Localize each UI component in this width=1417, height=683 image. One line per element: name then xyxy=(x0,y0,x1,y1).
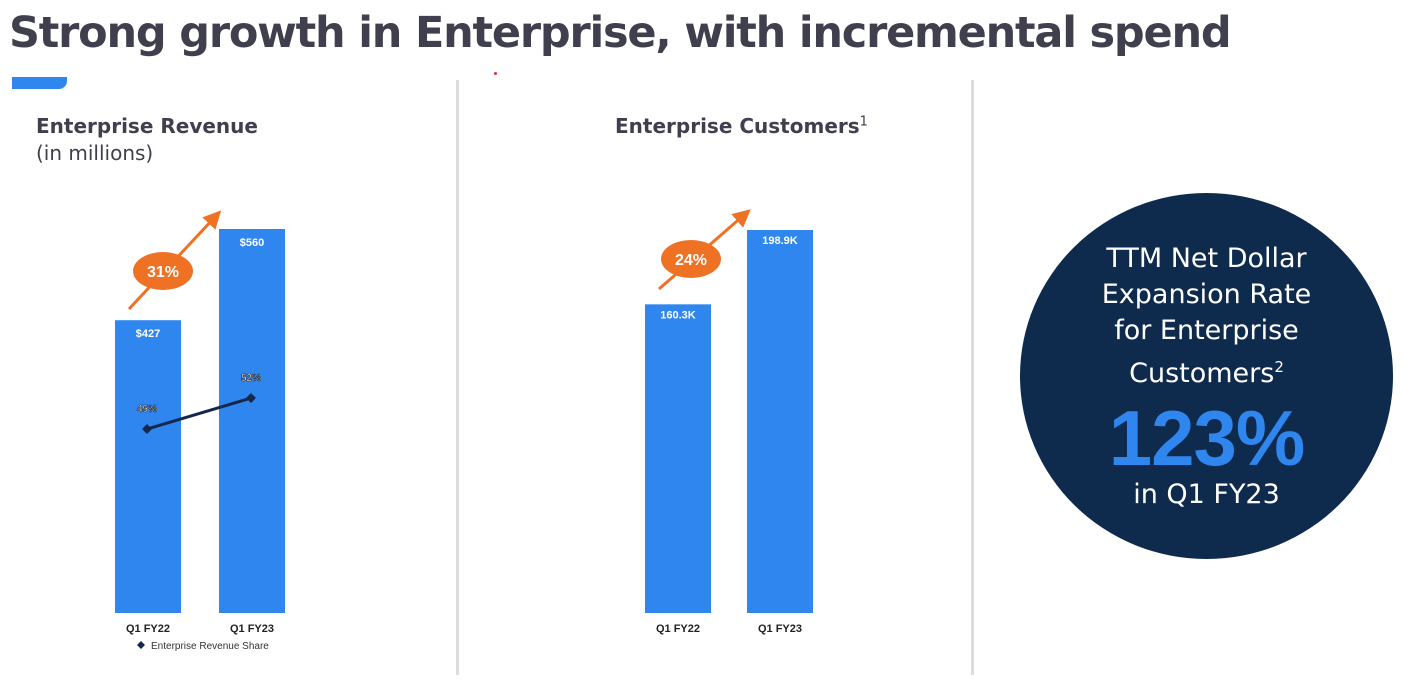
revenue-bar-label: $427 xyxy=(136,328,160,340)
customers-growth-label: 24% xyxy=(675,252,707,269)
customers-bar-label: 160.3K xyxy=(660,309,696,321)
revenue-share-point xyxy=(246,393,256,403)
revenue-chart-title: Enterprise Revenue xyxy=(36,114,258,138)
panel-divider-left xyxy=(456,80,459,675)
revenue-growth-label: 31% xyxy=(147,264,179,281)
revenue-share-label: 52% xyxy=(241,373,261,384)
customers-growth-badge xyxy=(661,240,721,278)
customers-category-label: Q1 FY22 xyxy=(656,623,700,635)
title-accent-bar xyxy=(12,77,67,89)
ndr-line-1: TTM Net Dollar xyxy=(1106,243,1307,274)
accent-dot xyxy=(494,72,497,75)
revenue-bar-label: $560 xyxy=(240,237,264,249)
page-title: Strong growth in Enterprise, with increm… xyxy=(9,8,1232,58)
customers-footnote-marker: 1 xyxy=(859,114,868,130)
revenue-bar xyxy=(115,320,181,613)
customers-category-label: Q1 FY23 xyxy=(758,623,802,635)
panel-divider-right xyxy=(971,80,974,675)
revenue-growth-badge xyxy=(133,252,193,290)
revenue-chart-subtitle: (in millions) xyxy=(36,141,154,165)
ndr-period: in Q1 FY23 xyxy=(1133,479,1280,510)
customers-bar xyxy=(645,304,711,613)
ndr-footnote-marker: 2 xyxy=(1274,358,1284,376)
revenue-category-label: Q1 FY22 xyxy=(126,623,170,635)
ndr-value: 123% xyxy=(1108,394,1306,482)
legend-marker xyxy=(137,641,145,649)
ndr-description: TTM Net Dollar Expansion Rate for Enterp… xyxy=(1020,241,1393,392)
ndr-line-2: Expansion Rate xyxy=(1101,279,1312,310)
legend-label: Enterprise Revenue Share xyxy=(151,641,269,652)
net-dollar-expansion-callout: TTM Net Dollar Expansion Rate for Enterp… xyxy=(1020,193,1393,559)
customers-bar xyxy=(747,230,813,613)
revenue-share-line xyxy=(146,396,252,431)
customers-bar-label: 198.9K xyxy=(762,235,798,247)
revenue-category-label: Q1 FY23 xyxy=(230,623,274,635)
revenue-share-label: 45% xyxy=(137,404,157,415)
revenue-share-point xyxy=(142,424,152,434)
ndr-line-4: Customers2 xyxy=(1129,358,1284,389)
revenue-bar xyxy=(219,229,285,613)
customers-chart-title: Enterprise Customers1 xyxy=(615,114,868,138)
ndr-line-3: for Enterprise xyxy=(1114,315,1299,346)
